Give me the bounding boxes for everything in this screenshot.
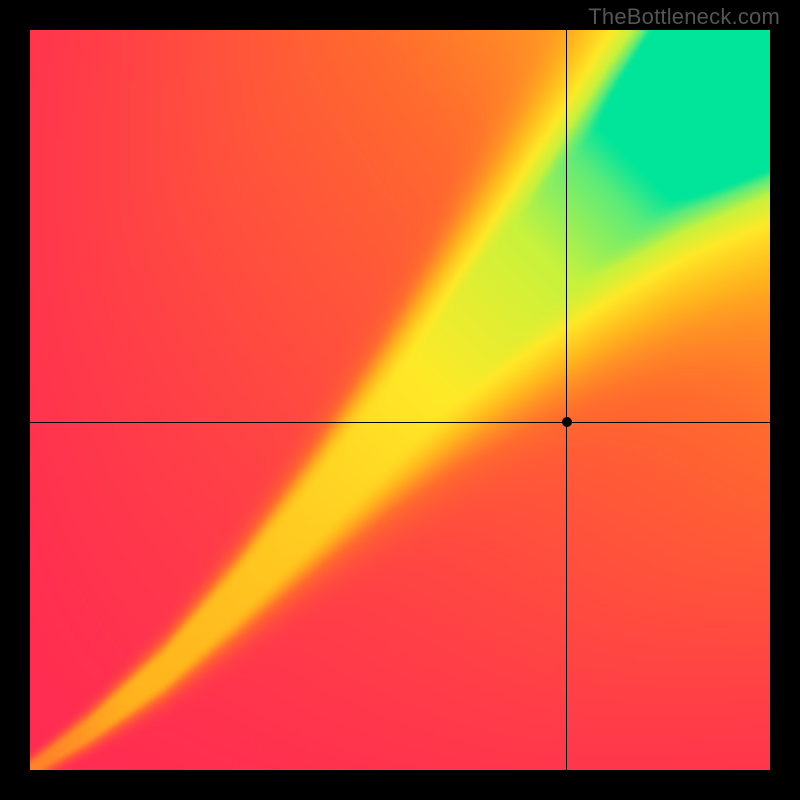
- watermark-text: TheBottleneck.com: [588, 4, 780, 30]
- chart-frame: TheBottleneck.com: [0, 0, 800, 800]
- heatmap-canvas: [30, 30, 770, 770]
- plot-area: [30, 30, 770, 770]
